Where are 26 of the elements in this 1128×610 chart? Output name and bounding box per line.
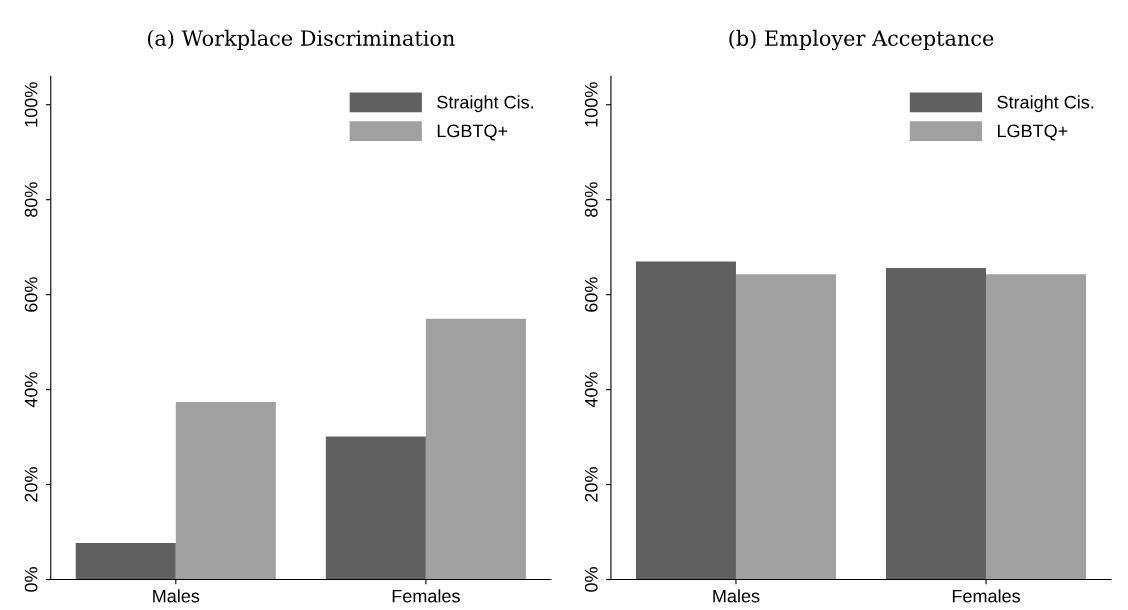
chart-title: (b) Employer Acceptance — [729, 29, 994, 51]
y-tick-label: 100% — [584, 82, 598, 127]
x-tick-label: Females — [952, 589, 1021, 603]
y-tick-label: 80% — [584, 182, 598, 217]
y-tick-label: 60% — [584, 277, 598, 312]
bar — [175, 401, 276, 580]
x-tick-label: Males — [713, 589, 760, 603]
y-tick-label: 20% — [24, 467, 38, 502]
x-tick-label: Females — [392, 589, 460, 603]
legend-label: Straight Cis. — [437, 95, 534, 113]
bar — [75, 542, 176, 580]
bar — [425, 318, 526, 580]
y-tick-label: 40% — [584, 372, 598, 408]
y-tick-label: 20% — [584, 467, 598, 502]
legend-label: Straight Cis. — [997, 95, 1094, 113]
legend-label: LGBTQ+ — [997, 124, 1068, 141]
y-tick-label: 40% — [24, 372, 38, 408]
y-tick-label: 100% — [24, 82, 38, 127]
legend-label: LGBTQ+ — [437, 124, 508, 141]
bar — [325, 436, 426, 580]
chart-title: (a) Workplace Discrimination — [147, 29, 455, 51]
y-tick-label: 0% — [24, 567, 38, 592]
y-tick-label: 60% — [24, 277, 38, 312]
x-tick-label: Males — [153, 589, 200, 603]
y-tick-label: 80% — [24, 182, 38, 217]
y-tick-label: 0% — [584, 567, 598, 592]
